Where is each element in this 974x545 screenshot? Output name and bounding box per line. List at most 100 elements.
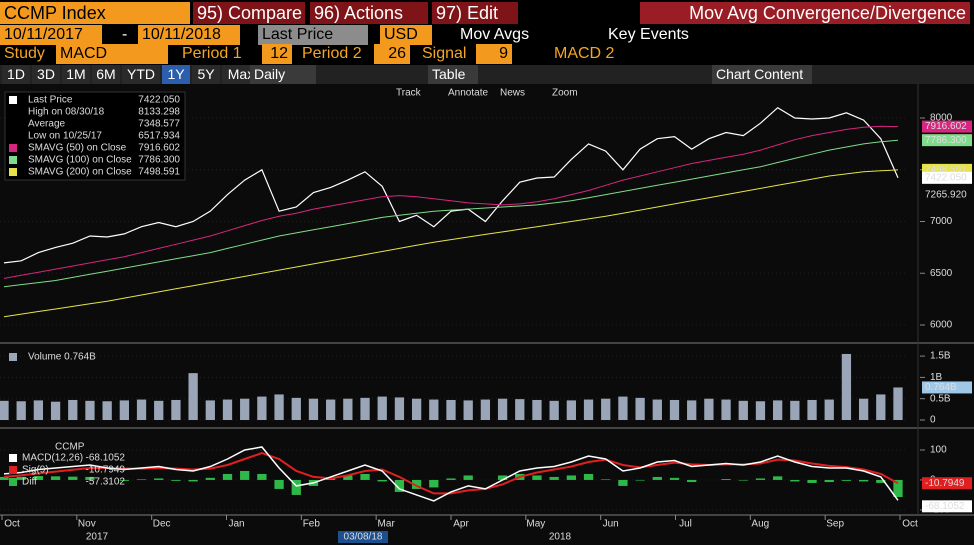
diff-bar [240, 470, 250, 480]
volume-bar [532, 399, 542, 420]
volume-bar [240, 398, 250, 420]
study-title: Mov Avg Convergence/Divergence [640, 2, 970, 24]
legend-swatch [9, 353, 17, 361]
value-flag [922, 477, 972, 490]
volume-bar [308, 398, 319, 420]
legend-swatch [9, 466, 17, 474]
tool-button: Track [396, 88, 422, 99]
diff-bar [858, 479, 869, 482]
volume-bar [188, 373, 198, 420]
diff-bar [33, 476, 44, 480]
value-flag-text: 7422.050 [925, 172, 967, 183]
y-tick-label: 6500 [930, 268, 953, 279]
end-date[interactable]: 10/11/2018 [138, 25, 240, 45]
diff-bar [549, 476, 559, 480]
edit[interactable]: 97) Edit [432, 2, 518, 24]
field[interactable]: Last Price [258, 25, 368, 45]
diff-bar [429, 479, 439, 488]
currency[interactable]: USD [380, 25, 432, 45]
legend-swatch [9, 478, 17, 486]
range-button[interactable]: 3D [32, 65, 60, 84]
volume-bar [601, 398, 611, 420]
volume-bar [343, 398, 353, 420]
legend-swatch [9, 156, 17, 164]
volume-bar [583, 399, 594, 420]
volume-bar [635, 397, 645, 420]
mov-avgs[interactable]: Mov Avgs [460, 26, 530, 43]
study[interactable]: MACD [56, 44, 168, 64]
value-flag-text: -10.7949 [925, 478, 965, 489]
volume-bar [841, 353, 852, 420]
series-line [3, 139, 899, 288]
diff-bar [635, 479, 645, 481]
legend-box [4, 91, 186, 181]
compare[interactable]: 95) Compare [193, 2, 305, 24]
volume-bar [669, 399, 680, 420]
period1-label: Period 1 [182, 45, 242, 62]
signal[interactable]: 9 [476, 44, 512, 64]
legend-value: -10.7949 [86, 465, 126, 476]
range-button[interactable]: YTD [122, 65, 160, 84]
diff-bar [601, 479, 611, 480]
ticker[interactable]: CCMP Index [0, 2, 190, 24]
volume-bar [0, 400, 9, 420]
legend-value: -57.3102 [86, 477, 126, 488]
range-button[interactable]: 5Y [192, 65, 220, 84]
period1[interactable]: 12 [262, 44, 292, 64]
chart-content[interactable]: Chart Content [712, 65, 812, 84]
diff-bar [154, 478, 164, 480]
diff-bar [291, 479, 301, 495]
macd2[interactable]: MACD 2 [554, 45, 615, 62]
x-tick-label: Jan [228, 519, 244, 530]
volume-bar [721, 399, 731, 420]
diff-bar [497, 475, 508, 480]
legend-label: SMAVG (200) on Close [28, 167, 132, 178]
diff-bar [876, 479, 886, 483]
volume-bar [326, 399, 336, 420]
legend-label: Average [28, 119, 66, 130]
tool-button: Zoom [552, 88, 578, 99]
year-label: 2018 [549, 532, 572, 543]
period2[interactable]: 26 [374, 44, 410, 64]
value-flag-text: 7265.920 [925, 190, 967, 201]
volume-bar [755, 401, 766, 420]
actions[interactable]: 96) Actions [310, 2, 428, 24]
legend-value: 7786.300 [138, 155, 180, 166]
legend-label: Last Price [28, 95, 73, 106]
diff-bar [188, 479, 198, 482]
volume-bar [790, 400, 800, 420]
diff-bar [50, 476, 61, 480]
volume-bar [377, 396, 387, 420]
legend-label: Diff [22, 477, 37, 488]
panel-title: CCMP [55, 442, 85, 453]
diff-bar [171, 479, 181, 481]
range-button[interactable]: 6M [92, 65, 120, 84]
volume-bar [566, 400, 576, 420]
y-tick-label: 1B [930, 372, 943, 383]
start-date[interactable]: 10/11/2017 [0, 25, 102, 45]
diff-bar [583, 473, 594, 480]
diff-bar [618, 479, 628, 486]
x-tick-label: Dec [153, 519, 171, 530]
value-flag-text: -68.1052 [925, 501, 965, 512]
table-button[interactable]: Table [428, 65, 478, 84]
x-tick-label: Sep [826, 519, 844, 530]
volume-bar [463, 400, 473, 420]
diff-bar [257, 473, 267, 480]
diff-bar [16, 476, 26, 480]
y-tick-label: 0 [930, 415, 936, 426]
diff-bar [119, 479, 129, 481]
frequency[interactable]: Daily [250, 65, 316, 84]
range-button[interactable]: 1Y [162, 65, 190, 84]
x-tick-label: Mar [378, 519, 396, 530]
series-line [3, 106, 899, 264]
volume-bar [119, 400, 129, 420]
range-button[interactable]: 1D [2, 65, 30, 84]
x-tick-label: Aug [751, 519, 769, 530]
key-events[interactable]: Key Events [608, 26, 689, 43]
cursor-date-box [338, 531, 388, 543]
range-button[interactable]: 1M [62, 65, 90, 84]
study-label: Study [4, 45, 45, 62]
